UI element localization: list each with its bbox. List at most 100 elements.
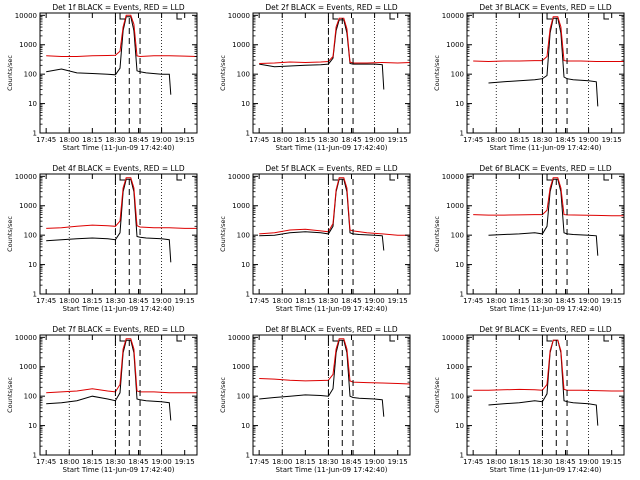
x-tick-label: 18:30 [532,297,552,305]
series-line-events [46,339,172,421]
x-axis-label: Start Time (11-Jun-09 17:42:40) [276,466,388,474]
y-tick-label: 10000 [228,12,250,20]
y-tick-label: 10000 [15,12,37,20]
x-tick-label: 17:45 [249,136,269,144]
y-tick-label: 1000 [232,363,250,371]
x-tick-label: 19:15 [175,458,195,466]
x-tick-label: 18:00 [486,136,506,144]
top-bracket-marker [546,174,553,181]
chart-panel-9: 1 10 100 1000 10000 17:45 18:00 18:15 18:30 18:45… [433,325,625,474]
x-axis-label: Start Time (11-Jun-09 17:42:40) [63,305,175,313]
x-tick-label: 18:45 [341,297,361,305]
top-bracket-marker [119,13,126,20]
y-tick-label: 1 [33,452,37,460]
series-line-lld [473,16,624,63]
y-tick-label: 1 [33,291,37,299]
x-tick-label: 18:45 [555,458,575,466]
x-tick-label: 18:15 [509,297,529,305]
top-bracket-marker [332,335,339,342]
y-tick-label: 100 [451,232,464,240]
y-axis-label: Counts/sec [219,55,227,91]
x-tick-label: 19:00 [579,458,599,466]
plot-frame [252,12,411,134]
chart-panel-1: 1 10 100 1000 10000 17:45 18:00 18:15 18:30 18:45… [6,3,198,152]
chart-title: Det 3f BLACK = Events, RED = LLD [479,3,612,12]
x-tick-label: 19:15 [175,297,195,305]
chart-title: Det 1f BLACK = Events, RED = LLD [52,3,185,12]
x-tick-label: 18:45 [341,458,361,466]
x-tick-label: 18:30 [532,136,552,144]
y-tick-label: 1 [460,452,464,460]
plot-frame [252,173,411,295]
top-bracket-marker [603,13,609,20]
y-tick-label: 10000 [228,173,250,181]
y-tick-label: 10 [455,100,464,108]
x-tick-label: 17:45 [249,297,269,305]
x-tick-label: 19:00 [152,297,172,305]
series-line-lld [46,338,197,394]
chart-panel-6: 1 10 100 1000 10000 17:45 18:00 18:15 18:30 18:45… [433,164,625,313]
top-bracket-marker [603,174,609,181]
y-tick-label: 1 [33,130,37,138]
y-tick-label: 1000 [19,363,37,371]
x-tick-label: 19:00 [152,458,172,466]
chart-title: Det 6f BLACK = Events, RED = LLD [479,164,612,173]
x-tick-label: 18:15 [295,458,315,466]
x-tick-label: 18:15 [82,458,102,466]
x-tick-label: 18:30 [532,458,552,466]
x-axis-label: Start Time (11-Jun-09 17:42:40) [276,144,388,152]
y-tick-label: 10 [241,100,250,108]
series-line-lld [46,177,197,229]
x-axis-label: Start Time (11-Jun-09 17:42:40) [490,466,602,474]
x-tick-label: 18:15 [82,297,102,305]
x-tick-label: 18:30 [318,136,338,144]
y-tick-label: 100 [451,393,464,401]
x-tick-label: 17:45 [463,297,483,305]
x-tick-label: 18:00 [486,458,506,466]
x-tick-label: 19:00 [579,297,599,305]
y-tick-label: 100 [24,232,37,240]
x-tick-label: 17:45 [463,458,483,466]
x-tick-label: 17:45 [463,136,483,144]
x-tick-label: 18:30 [318,297,338,305]
series-line-events [488,17,599,107]
y-tick-label: 10000 [442,334,464,342]
y-tick-label: 10 [455,261,464,269]
chart-title: Det 8f BLACK = Events, RED = LLD [265,325,398,334]
top-bracket-marker [119,335,126,342]
plot-frame [39,173,198,295]
x-tick-label: 18:00 [272,458,292,466]
top-bracket-marker [176,335,182,342]
x-tick-label: 18:30 [318,458,338,466]
x-tick-label: 17:45 [36,297,56,305]
top-bracket-marker [546,13,553,20]
x-tick-label: 18:30 [105,136,125,144]
top-bracket-marker [332,13,339,20]
x-tick-label: 19:00 [365,458,385,466]
x-tick-label: 17:45 [36,136,56,144]
y-tick-label: 1000 [232,202,250,210]
chart-panel-3: 1 10 100 1000 10000 17:45 18:00 18:15 18:30 18:45… [433,3,625,152]
chart-panel-2: 1 10 100 1000 10000 17:45 18:00 18:15 18:30 18:45… [219,3,411,152]
x-tick-label: 18:45 [128,297,148,305]
chart-title: Det 4f BLACK = Events, RED = LLD [52,164,185,173]
y-tick-label: 1000 [446,363,464,371]
x-tick-label: 19:00 [365,297,385,305]
y-axis-label: Counts/sec [6,216,14,252]
x-tick-label: 18:45 [128,458,148,466]
y-tick-label: 10000 [15,173,37,181]
y-axis-label: Counts/sec [219,216,227,252]
y-tick-label: 100 [451,71,464,79]
x-tick-label: 19:00 [579,136,599,144]
top-bracket-marker [332,174,339,181]
x-tick-label: 18:45 [341,136,361,144]
y-tick-label: 10 [455,422,464,430]
x-tick-label: 19:15 [602,458,622,466]
x-tick-label: 19:15 [602,297,622,305]
top-bracket-marker [119,174,126,181]
top-bracket-marker [546,335,553,342]
y-axis-label: Counts/sec [6,55,14,91]
series-line-events [259,339,385,417]
x-axis-label: Start Time (11-Jun-09 17:42:40) [490,144,602,152]
series-line-events [259,178,385,251]
